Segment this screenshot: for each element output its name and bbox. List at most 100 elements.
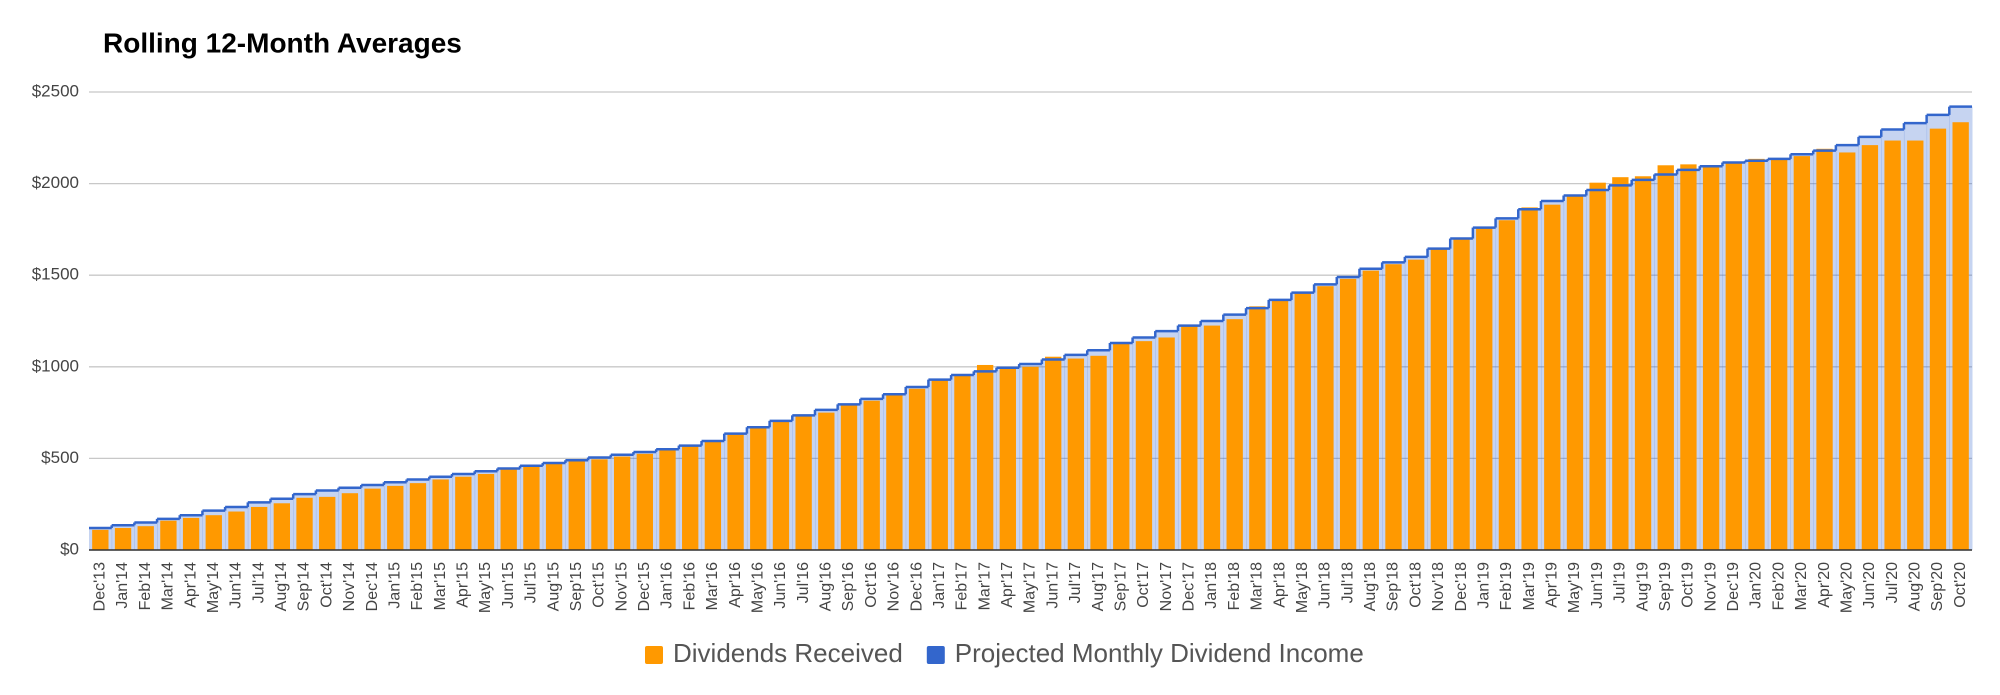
x-tick-label: Mar'18 (1249, 562, 1266, 611)
bar (1498, 220, 1516, 551)
bar (1952, 122, 1969, 550)
x-tick-label: Apr'16 (727, 562, 744, 608)
x-tick-label: Nov'18 (1430, 562, 1447, 611)
x-tick-label: Dec'15 (636, 562, 653, 611)
x-tick-label: May'17 (1022, 562, 1039, 613)
x-tick-label: Jun'15 (500, 562, 517, 609)
x-tick-label: Nov'19 (1702, 562, 1719, 611)
bars (92, 122, 1969, 551)
bar (1702, 167, 1720, 550)
bar (1408, 259, 1425, 550)
bar (1657, 165, 1674, 550)
x-tick-label: Dec'18 (1453, 562, 1470, 611)
x-tick-label: Jul'17 (1067, 562, 1084, 603)
bar (1634, 176, 1652, 550)
x-tick-label: Dec'17 (1181, 562, 1198, 611)
legend-swatch (926, 646, 945, 664)
x-tick-label: Oct'14 (318, 562, 335, 608)
bar (1249, 306, 1266, 550)
x-tick-label: Jan'17 (931, 562, 948, 609)
bar (182, 517, 200, 550)
x-tick-label: Apr'20 (1816, 562, 1833, 608)
x-tick-label: Apr'17 (999, 562, 1016, 608)
bar (613, 456, 631, 550)
bar (591, 459, 608, 550)
bar (228, 511, 245, 550)
y-tick-label: $1500 (32, 265, 79, 284)
legend-label: Projected Monthly Dividend Income (955, 638, 1364, 668)
bar (1045, 356, 1062, 550)
y-tick-label: $2500 (32, 81, 79, 100)
x-tick-label: Oct'17 (1135, 562, 1152, 608)
bar (1793, 156, 1811, 550)
bar (1294, 293, 1311, 550)
legend-swatch (645, 646, 663, 664)
x-tick-label: Feb'17 (954, 562, 971, 611)
bar (1181, 325, 1198, 550)
x-tick-label: Nov'15 (613, 562, 630, 611)
x-tick-label: Sep'14 (296, 562, 313, 611)
x-tick-label: Feb'19 (1498, 562, 1515, 611)
x-tick-label: Dec'14 (364, 562, 381, 611)
bar (1929, 128, 1947, 550)
x-tick-label: Mar'14 (160, 562, 177, 611)
bar (1385, 264, 1402, 550)
bar (319, 496, 336, 550)
x-tick-label: Feb'20 (1770, 562, 1787, 611)
bar (341, 493, 359, 550)
bar (1884, 140, 1901, 550)
x-tick-label: Jan'19 (1475, 562, 1492, 609)
bar (1566, 196, 1584, 550)
bar (273, 503, 291, 550)
bar (1226, 319, 1243, 550)
x-tick-label: Feb'18 (1226, 562, 1243, 611)
bar (886, 395, 903, 550)
x-tick-label: Nov'16 (886, 562, 903, 611)
bar (1748, 158, 1765, 551)
x-tick-label: Mar'15 (432, 562, 449, 611)
bar (818, 412, 835, 550)
x-tick-label: Aug'17 (1090, 562, 1107, 611)
bar (160, 520, 177, 550)
x-tick-label: Jun'17 (1044, 562, 1061, 609)
x-tick-label: May'14 (205, 562, 222, 613)
bar (1612, 177, 1629, 551)
x-tick-label: Dec'19 (1725, 562, 1742, 611)
y-tick-label: $500 (41, 448, 79, 467)
x-tick-label: Mar'19 (1521, 562, 1538, 611)
x-tick-label: May'20 (1838, 562, 1855, 613)
x-tick-label: Sep'19 (1657, 562, 1674, 611)
x-tick-label: Aug'19 (1634, 562, 1651, 611)
bar (659, 449, 676, 550)
bar (954, 375, 971, 550)
bar (863, 400, 880, 550)
x-tick-label: Jan'16 (659, 562, 676, 609)
bar (750, 428, 767, 550)
x-tick-label: Jun'18 (1317, 562, 1334, 609)
bar (636, 453, 653, 550)
bar (1770, 159, 1788, 550)
bar (1589, 182, 1606, 550)
legend-label: Dividends Received (673, 638, 903, 668)
x-tick-label: Apr'18 (1271, 562, 1288, 608)
bar (1113, 342, 1130, 550)
x-tick-label: Dec'13 (92, 562, 109, 611)
bar (840, 405, 858, 550)
bar (296, 497, 313, 550)
x-tick-label: Oct'18 (1407, 562, 1424, 608)
bar (682, 446, 699, 550)
bar (1816, 148, 1833, 551)
x-tick-label: Oct'19 (1680, 562, 1697, 608)
bar (1453, 238, 1470, 550)
y-tick-label: $0 (60, 539, 79, 558)
x-tick-label: Sep'20 (1929, 562, 1946, 611)
x-tick-label: Nov'17 (1158, 562, 1175, 611)
bar (432, 479, 449, 550)
x-tick-label: Jan'15 (386, 562, 403, 609)
y-tick-label: $1000 (32, 356, 79, 375)
x-tick-label: Jun'20 (1861, 562, 1878, 609)
bar (1271, 299, 1289, 550)
bar (1090, 355, 1107, 550)
x-tick-label: May'18 (1294, 562, 1311, 613)
x-tick-label: Sep'18 (1385, 562, 1402, 611)
